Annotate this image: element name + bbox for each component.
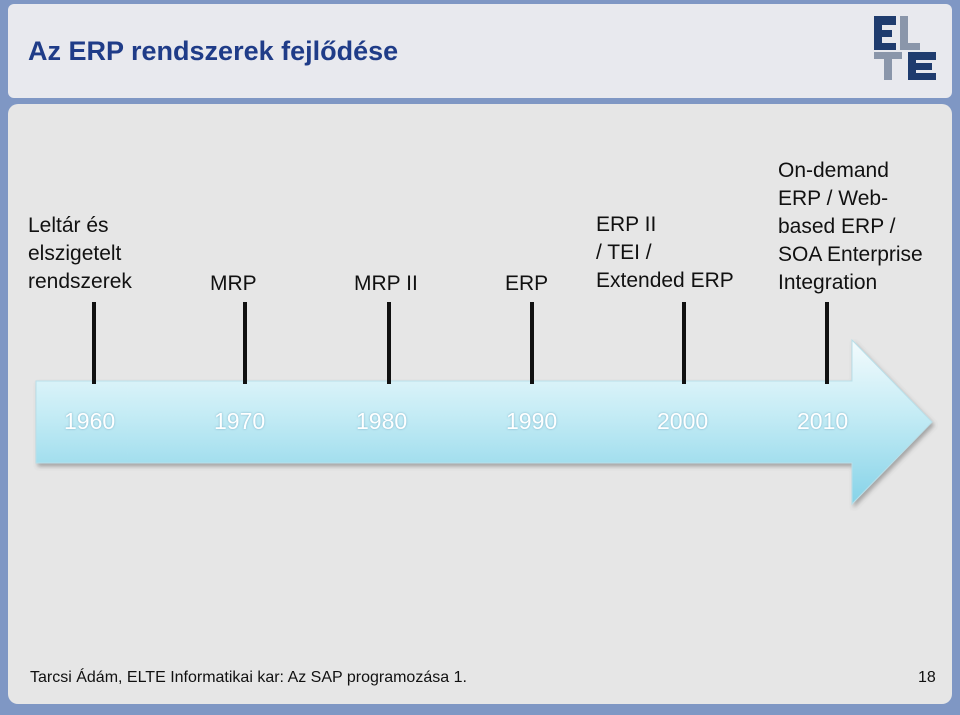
year-label-1980: 1980 <box>356 408 408 434</box>
year-label-2010: 2010 <box>797 408 849 434</box>
footer-text: Tarcsi Ádám, ELTE Informatikai kar: Az S… <box>30 669 467 686</box>
milestone-tick <box>92 302 96 384</box>
page-number: 18 <box>918 669 936 686</box>
milestone-label-1990: ERP <box>505 272 549 295</box>
milestone-tick <box>530 302 534 384</box>
elte-logo <box>874 16 936 80</box>
year-label-1960: 1960 <box>64 408 116 434</box>
milestone-label-2000: ERP II / TEI / Extended ERP <box>596 213 734 292</box>
milestone-label-1980: MRP II <box>354 272 418 295</box>
milestone-tick <box>825 302 829 384</box>
year-label-2000: 2000 <box>657 408 709 434</box>
milestone-label-1970: MRP <box>210 272 257 295</box>
year-label-1970: 1970 <box>214 408 266 434</box>
year-label-1990: 1990 <box>506 408 558 434</box>
milestone-tick <box>387 302 391 384</box>
milestone-tick <box>682 302 686 384</box>
slide-header <box>8 4 952 98</box>
slide-title: Az ERP rendszerek fejlődése <box>28 36 399 66</box>
milestone-label-1960: Leltár és elszigetelt rendszerek <box>28 214 132 293</box>
milestone-tick <box>243 302 247 384</box>
milestone-label-2010: On-demand ERP / Web- based ERP / SOA Ent… <box>778 159 923 294</box>
